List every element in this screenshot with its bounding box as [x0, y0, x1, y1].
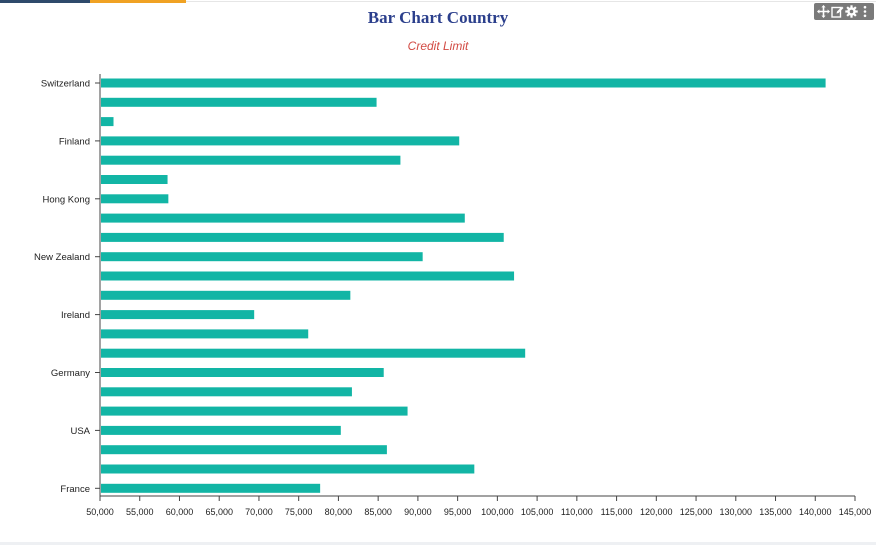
settings-icon[interactable] [844, 5, 858, 18]
x-tick-label: 120,000 [640, 507, 673, 517]
y-tick-label: New Zealand [34, 252, 90, 263]
x-tick-label: 110,000 [561, 507, 593, 517]
bar-row-18[interactable] [101, 406, 408, 416]
x-tick-label: 125,000 [680, 507, 713, 517]
bar-france[interactable] [101, 483, 321, 493]
x-tick-label: 140,000 [799, 507, 832, 517]
header-accent-orange [90, 0, 186, 3]
x-tick-label: 70,000 [245, 507, 273, 517]
bar-row-15[interactable] [101, 348, 526, 358]
widget-toolbar [814, 3, 874, 20]
bars-layer [101, 78, 826, 493]
bar-ireland[interactable] [101, 310, 255, 320]
header-accent-dark [0, 0, 90, 3]
bar-row-8[interactable] [101, 213, 465, 223]
y-tick-label: Hong Kong [42, 194, 90, 205]
y-tick-label: USA [70, 426, 90, 437]
bar-usa[interactable] [101, 425, 341, 435]
header-divider [186, 1, 876, 2]
more-vertical-icon[interactable] [859, 5, 872, 18]
x-tick-label: 115,000 [601, 507, 633, 517]
x-tick-label: 75,000 [285, 507, 313, 517]
bar-row-17[interactable] [101, 387, 352, 397]
footer-divider [0, 542, 876, 545]
x-tick-label: 105,000 [521, 507, 554, 517]
axes-layer: Switzerland Finland Hong Kong New Zealand Ir… [34, 74, 871, 517]
move-icon[interactable] [816, 5, 830, 18]
y-tick-label: France [60, 484, 90, 495]
x-tick-label: 85,000 [364, 507, 392, 517]
bar-row-6[interactable] [101, 175, 168, 184]
y-tick-label: Germany [51, 368, 90, 379]
bar-row-14[interactable] [101, 329, 309, 339]
bar-row-5[interactable] [101, 155, 401, 165]
chart-subtitle: Credit Limit [407, 39, 469, 53]
bar-germany[interactable] [101, 368, 384, 377]
bar-row-2[interactable] [101, 97, 377, 107]
x-tick-label: 65,000 [205, 507, 233, 517]
chart-title: Bar Chart Country [367, 8, 509, 27]
edit-icon[interactable] [830, 5, 844, 18]
x-tick-label: 55,000 [126, 507, 154, 517]
x-tick-label: 100,000 [481, 507, 514, 517]
x-tick-label: 50,000 [86, 507, 114, 517]
bar-row-3[interactable] [101, 117, 114, 127]
x-tick-label: 60,000 [166, 507, 194, 517]
x-tick-label: 145,000 [839, 507, 872, 517]
bar-row-12[interactable] [101, 290, 351, 300]
bar-new-zealand[interactable] [101, 252, 423, 262]
bar-row-20[interactable] [101, 445, 387, 455]
x-tick-label: 95,000 [444, 507, 472, 517]
bar-switzerland[interactable] [101, 78, 826, 88]
x-tick-label: 130,000 [720, 507, 753, 517]
bar-row-9[interactable] [101, 232, 504, 242]
bar-row-11[interactable] [101, 271, 515, 281]
bar-finland[interactable] [101, 136, 460, 146]
x-tick-label: 90,000 [404, 507, 432, 517]
y-tick-label: Switzerland [41, 79, 90, 90]
y-tick-label: Finland [59, 136, 90, 147]
x-tick-label: 135,000 [759, 507, 792, 517]
bar-row-21[interactable] [101, 464, 475, 474]
y-tick-label: Ireland [61, 310, 90, 321]
bar-hong-kong[interactable] [101, 194, 169, 204]
x-tick-label: 80,000 [325, 507, 353, 517]
